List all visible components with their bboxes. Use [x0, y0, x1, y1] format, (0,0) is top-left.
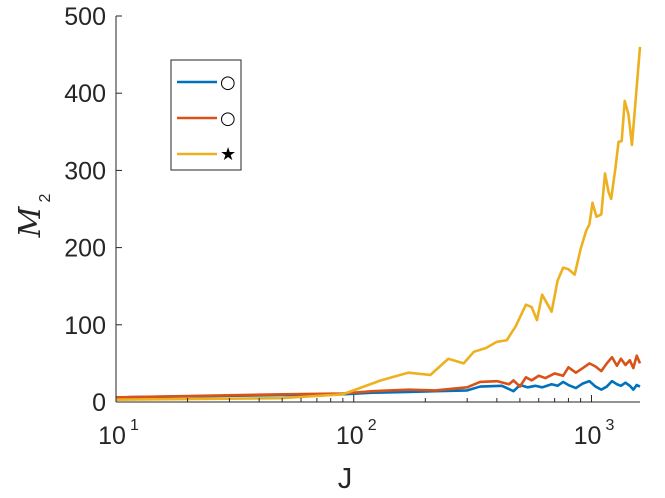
x-tick-exponent: 3	[605, 417, 614, 434]
y-tick-label: 100	[64, 312, 106, 340]
y-tick-label: 500	[64, 3, 106, 31]
legend-entries: ○ ○ ★	[177, 72, 236, 165]
legend-label-3: ★	[220, 144, 236, 165]
x-tick-exponent: 1	[130, 417, 139, 434]
x-tick-label: 10	[336, 422, 364, 450]
series-layer	[115, 46, 642, 401]
y-axis-title-main: M	[13, 205, 48, 238]
y-tick-label: 0	[92, 389, 106, 417]
y-tick-label: 300	[64, 157, 106, 185]
series-line-3	[115, 46, 642, 401]
y-tick-label: 400	[64, 80, 106, 108]
x-tick-label: 10	[98, 422, 126, 450]
y-tick-label: 200	[64, 235, 106, 263]
x-tick-exponent: 2	[368, 417, 377, 434]
y-axis-title-subscript: 2	[37, 193, 54, 202]
series-line-2	[115, 354, 642, 399]
legend-box	[170, 59, 242, 171]
axes-layer	[115, 15, 640, 403]
legend: ○ ○ ★	[170, 59, 242, 171]
y-axis-title: M 2	[13, 193, 54, 238]
x-axis-title: J	[338, 463, 353, 495]
legend-label-1: ○	[220, 72, 236, 93]
x-tick-label: 10	[574, 422, 602, 450]
legend-label-2: ○	[220, 108, 236, 129]
